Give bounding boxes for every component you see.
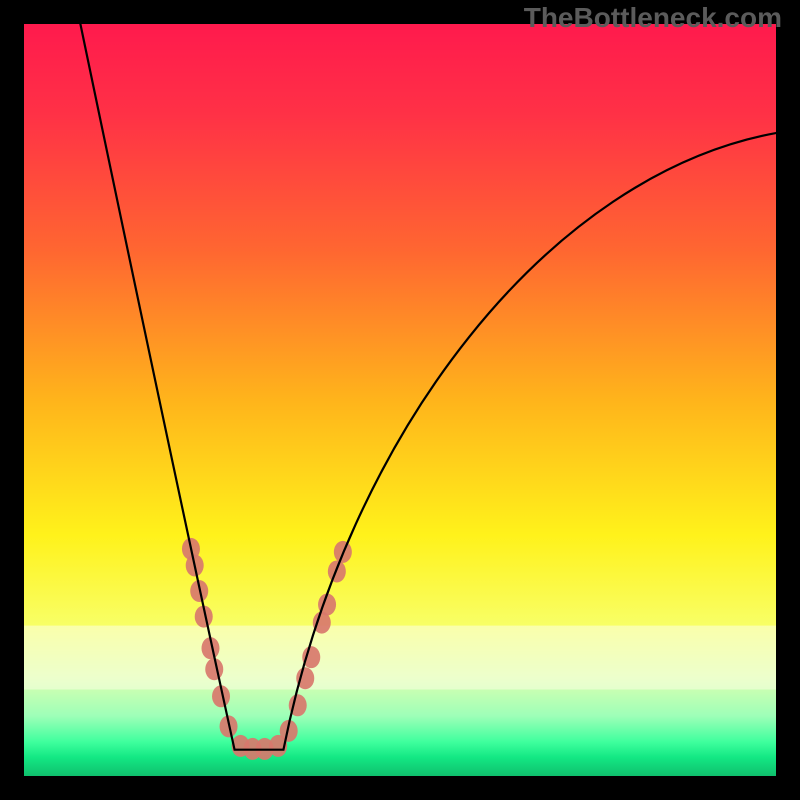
watermark-text: TheBottleneck.com [524, 2, 782, 34]
chart-stage: TheBottleneck.com [0, 0, 800, 800]
highlight-band [24, 626, 776, 690]
bottleneck-chart-svg [0, 0, 800, 800]
